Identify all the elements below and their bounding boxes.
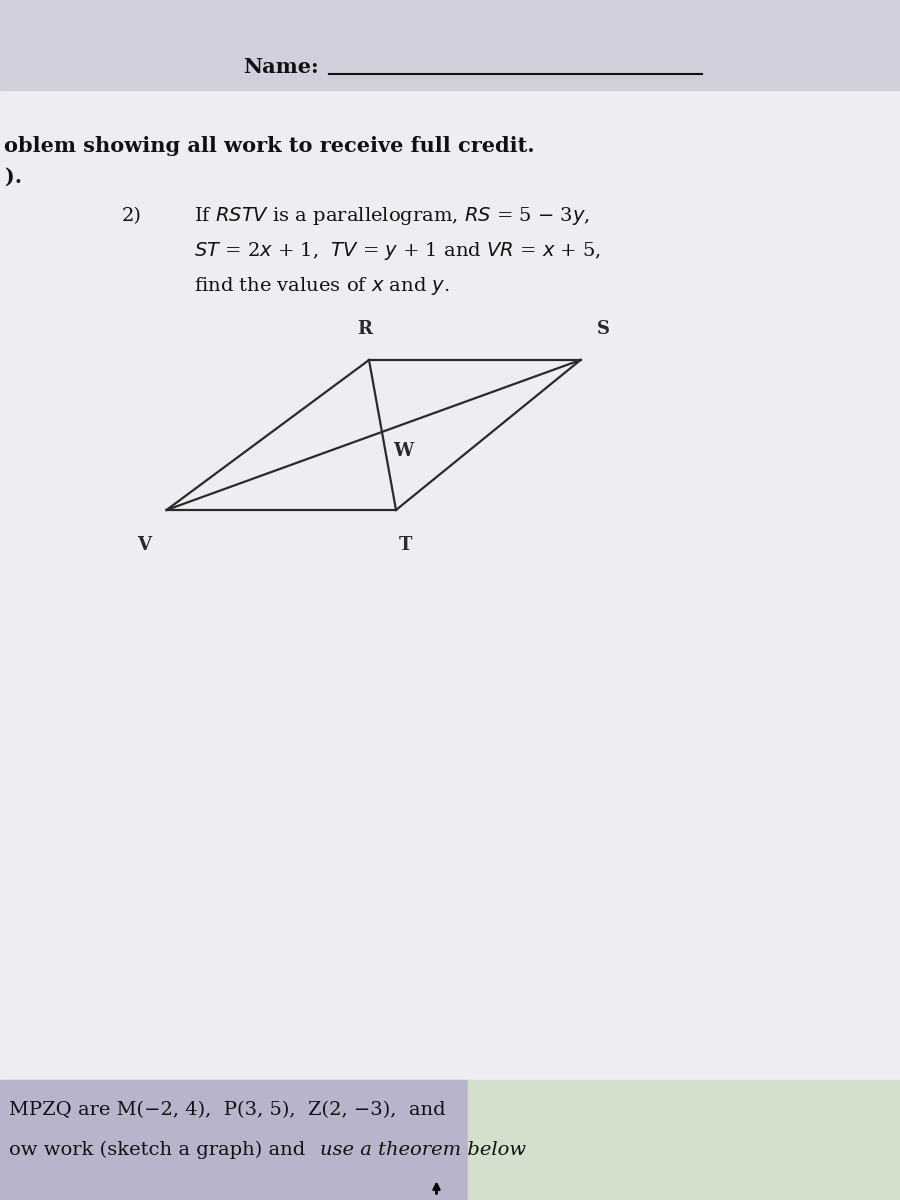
Bar xyxy=(0,0,72,1200)
Text: W: W xyxy=(392,442,413,460)
Text: ow work (sketch a graph) and: ow work (sketch a graph) and xyxy=(9,1140,311,1159)
Text: T: T xyxy=(399,536,411,554)
Text: If $RSTV$ is a parallelogram, $RS$ = 5 − 3$y$,: If $RSTV$ is a parallelogram, $RS$ = 5 −… xyxy=(194,205,590,227)
Bar xyxy=(0,0,900,90)
Text: use a theorem below: use a theorem below xyxy=(320,1140,526,1159)
Text: Name:: Name: xyxy=(243,58,319,77)
Bar xyxy=(0,1080,468,1200)
Text: MPZQ are M(−2, 4),  P(3, 5),  Z(2, −3),  and: MPZQ are M(−2, 4), P(3, 5), Z(2, −3), an… xyxy=(9,1102,446,1118)
Text: find the values of $x$ and $y$.: find the values of $x$ and $y$. xyxy=(194,275,449,296)
Text: ).: ). xyxy=(4,167,22,186)
Text: $ST$ = 2$x$ + 1,  $TV$ = $y$ + 1 and $VR$ = $x$ + 5,: $ST$ = 2$x$ + 1, $TV$ = $y$ + 1 and $VR$… xyxy=(194,240,600,262)
Bar xyxy=(0,6,900,1080)
Text: R: R xyxy=(357,320,372,338)
Text: oblem showing all work to receive full credit.: oblem showing all work to receive full c… xyxy=(4,137,536,156)
Text: 2): 2) xyxy=(122,206,141,226)
Text: V: V xyxy=(137,536,151,554)
Text: S: S xyxy=(597,320,609,338)
Bar xyxy=(468,1080,900,1200)
